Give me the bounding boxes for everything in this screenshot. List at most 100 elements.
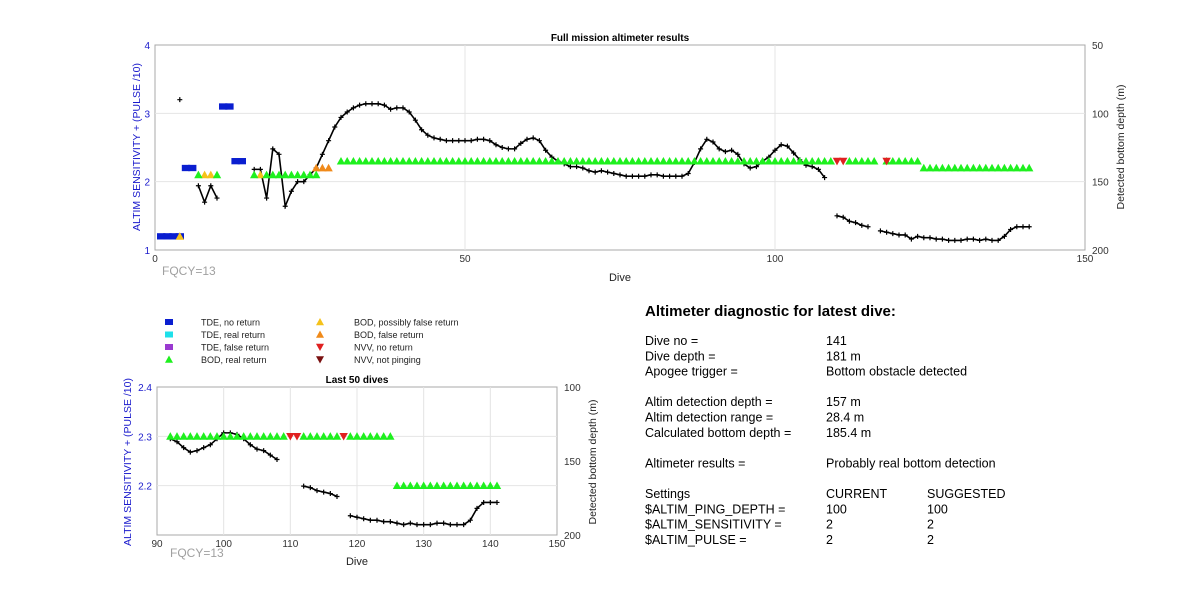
bod-real-return-marker [305,170,315,179]
bod-real-return-marker [206,432,215,440]
depth-point [890,231,896,237]
depth-point [427,522,433,528]
depth-point [207,442,213,448]
depth-point [347,513,353,519]
bod-real-return-marker [739,156,749,165]
depth-point [481,499,487,505]
depth-point [274,457,280,463]
depth-point [958,237,964,243]
bod-real-return-marker [956,163,966,172]
depth-point [307,485,313,491]
nvv-no-return-marker [832,157,842,166]
diagnostic-value: 141 [826,334,847,348]
diagnostic-suggested: SUGGESTED [927,487,1006,501]
depth-point [367,517,373,523]
depth-point [908,236,914,242]
depth-point [421,522,427,528]
depth-point [518,140,524,146]
bod-real-return-marker [752,156,761,165]
bod-real-return-marker [963,163,972,172]
bod-real-return-marker [419,481,428,490]
full-mission-ylabel-left: ALTIM SENSITIVITY + (PULSE /10) [131,63,143,231]
bod-real-return-marker [795,156,804,165]
diagnostic-value: CURRENT [826,487,887,501]
bod-real-return-marker [466,481,475,490]
depth-point [434,520,440,526]
bod-real-return-marker [913,156,922,165]
bod-real-return-marker [472,481,482,490]
y-right-tick-label: 150 [564,457,581,468]
depth-point [276,151,282,157]
bod-real-return-marker [665,156,674,165]
depth-point [512,146,518,152]
bod-real-return-marker [268,170,277,179]
y-right-tick-label: 100 [564,383,581,394]
bod-real-return-marker [212,432,222,440]
depth-point [437,136,443,142]
bod-real-return-marker [436,156,445,165]
depth-point [574,164,580,170]
depth-point [636,173,642,179]
depth-point [617,172,623,178]
diagnostic-suggested: 2 [927,533,934,547]
bod-real-return-marker [646,156,656,165]
bod-real-return-marker [374,156,383,165]
bod-real-return-marker [516,156,525,165]
depth-point [815,166,821,172]
bod-real-return-marker [975,163,984,172]
bod-real-return-marker [412,481,422,490]
depth-point [654,172,660,178]
bod-real-return-marker [299,170,308,179]
depth-point [447,522,453,528]
depth-point [679,173,685,179]
depth-point [295,179,301,185]
bod-real-return-marker [473,156,482,165]
bod-real-return-marker [192,432,202,440]
nvv-no-return-marker [882,157,891,166]
bod-real-return-marker [851,156,860,165]
depth-point [716,146,722,152]
legend-marker-bod-possibly-false [316,318,324,326]
bod-real-return-marker [653,156,662,165]
depth-point [443,138,449,144]
bod-real-return-marker [406,481,415,490]
bod-real-return-marker [246,432,255,440]
bod-real-return-marker [299,432,308,440]
bod-real-return-marker [1006,163,1015,172]
depth-point [964,236,970,242]
bod-real-return-marker [194,170,203,179]
y-right-tick-label: 200 [1092,246,1109,257]
bod-real-return-marker [346,432,355,440]
bod-false-return-marker [312,163,321,172]
bod-real-return-marker [857,156,866,165]
bod-real-return-marker [186,432,195,440]
depth-point [902,232,908,238]
diagnostic-label: Altim detection range = [645,411,773,425]
x-tick-label: 130 [415,539,432,550]
depth-point [270,146,276,152]
y-right-tick-label: 200 [564,531,581,542]
bod-real-return-marker [452,481,462,490]
diagnostic-value: 28.4 m [826,411,864,425]
bod-possibly-false-marker [206,170,215,179]
depth-point [524,136,530,142]
bod-real-return-marker [432,481,442,490]
bod-real-return-marker [212,170,222,179]
depth-point [629,173,635,179]
bod-real-return-marker [199,432,208,440]
depth-point [660,173,666,179]
depth-point [921,235,927,241]
depth-point [927,235,933,241]
depth-point [425,132,431,138]
nvv-no-return-marker [292,432,302,441]
diagnostic-value: 2 [826,533,833,547]
y-left-tick-label: 2.2 [138,482,152,493]
bod-real-return-marker [448,156,457,165]
depth-point [915,233,921,239]
depth-point [354,514,360,520]
tde-no-return-marker [169,233,178,240]
depth-point [369,101,375,107]
depth-point [698,146,704,152]
bod-real-return-marker [485,156,494,165]
bod-real-return-marker [603,156,612,165]
